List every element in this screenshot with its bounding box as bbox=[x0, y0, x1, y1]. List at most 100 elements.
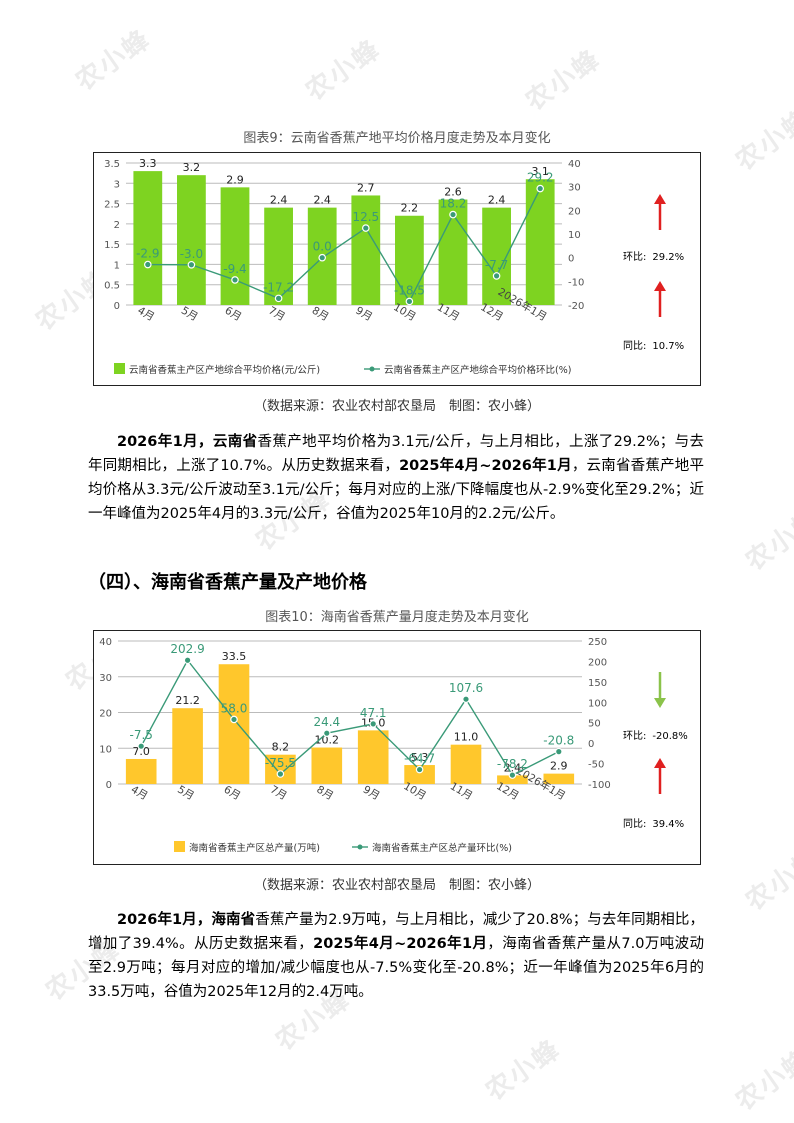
y-left-tick: 3 bbox=[114, 179, 120, 190]
line-point bbox=[187, 260, 196, 269]
watermark-text: 农小蜂 bbox=[740, 504, 794, 577]
line-point bbox=[318, 253, 327, 262]
line-label: 18.2 bbox=[440, 197, 467, 211]
bar-label: 2.4 bbox=[313, 194, 331, 207]
line-label: 0.0 bbox=[313, 240, 332, 254]
bar bbox=[220, 187, 250, 305]
arrow-up-icon bbox=[654, 281, 666, 317]
y-right-tick: 30 bbox=[568, 183, 581, 194]
bar bbox=[395, 215, 424, 305]
bar bbox=[525, 179, 555, 305]
line-label: -9.4 bbox=[223, 262, 246, 276]
line-label: -75.5 bbox=[265, 756, 296, 770]
bar-label: 5.3 bbox=[411, 751, 429, 764]
y-right-tick: 20 bbox=[568, 206, 581, 217]
line-label: 58.0 bbox=[221, 701, 248, 715]
x-tick-label: 4月 bbox=[129, 784, 150, 803]
bar bbox=[311, 747, 343, 784]
line-point bbox=[462, 695, 470, 703]
x-tick-label: 4月 bbox=[135, 305, 156, 324]
chart1-mom: 环比: 29.2% bbox=[623, 252, 685, 263]
line-point bbox=[276, 770, 285, 778]
y-left-tick: 0.5 bbox=[104, 281, 120, 292]
y-left-tick: 10 bbox=[99, 744, 112, 755]
chart2-title: 图表10：海南省香蕉产量月度走势及本月变化 bbox=[265, 610, 529, 625]
bar bbox=[218, 664, 250, 784]
line-point bbox=[536, 184, 545, 193]
line-point bbox=[415, 765, 424, 774]
series-line bbox=[140, 658, 560, 777]
chart1-yoy: 同比: 10.7% bbox=[623, 341, 685, 352]
line-label: -18.5 bbox=[394, 283, 425, 297]
bar-label: 2.4 bbox=[504, 761, 522, 774]
y-left-tick: 40 bbox=[99, 637, 112, 648]
y-right-tick: 0 bbox=[588, 739, 594, 750]
line-point bbox=[323, 729, 331, 737]
bar bbox=[404, 765, 435, 784]
legend-line-label: 海南省香蕉主产区总产量环比(%) bbox=[372, 842, 512, 854]
x-tick-label: 9月 bbox=[353, 305, 374, 324]
line-label: 107.6 bbox=[449, 681, 483, 695]
legend-bar-label: 海南省香蕉主产区总产量(万吨) bbox=[189, 842, 320, 854]
arrow-up-icon bbox=[654, 194, 666, 230]
line-label: -20.8 bbox=[543, 734, 574, 748]
watermark-text: 农小蜂 bbox=[300, 34, 387, 107]
line-point bbox=[231, 276, 239, 284]
line-label: 202.9 bbox=[170, 642, 204, 656]
y-left-tick: 1.5 bbox=[104, 240, 120, 251]
line-point bbox=[369, 720, 378, 728]
bar bbox=[177, 175, 206, 305]
bar bbox=[497, 775, 528, 784]
y-right-tick: -100 bbox=[588, 780, 611, 791]
bar-label: 7.0 bbox=[132, 745, 150, 758]
y-right-tick: -50 bbox=[588, 760, 604, 771]
line-label: 24.4 bbox=[313, 715, 340, 729]
bar-label: 33.5 bbox=[222, 650, 247, 663]
paragraph-hainan: 2026年1月，海南省香蕉产量为2.9万吨，与上月相比，减少了20.8%；与去年… bbox=[88, 912, 705, 1000]
bar-label: 2.9 bbox=[550, 760, 568, 773]
chart1-svg: 0 0.5 1 1.5 2 2.5 3 3.5 -20 -10 0 10 20 30 40 3.3 4月 3.2 5… bbox=[104, 157, 584, 376]
y-right-tick: 50 bbox=[588, 719, 601, 730]
x-tick-label: 9月 bbox=[361, 784, 382, 803]
watermark-text: 农小蜂 bbox=[70, 24, 157, 97]
bar-label: 10.2 bbox=[315, 734, 340, 747]
bar-label: 2.7 bbox=[357, 181, 375, 194]
arrow-up-icon bbox=[654, 758, 666, 794]
bar-label: 3.3 bbox=[139, 157, 157, 170]
bar-label: 2.2 bbox=[401, 202, 419, 215]
line-label: 29.2 bbox=[527, 171, 554, 185]
line-point bbox=[183, 656, 192, 665]
chart1-title: 图表9：云南省香蕉产地平均价格月度走势及本月变化 bbox=[243, 131, 551, 146]
line-label: -7.5 bbox=[129, 728, 152, 742]
line-point bbox=[508, 771, 517, 779]
x-tick-label: 5月 bbox=[179, 305, 200, 324]
y-right-tick: 200 bbox=[588, 657, 607, 668]
legend-bar-swatch bbox=[174, 841, 185, 852]
chart2-source: （数据来源：农业农村部农垦局 制图：农小蜂） bbox=[253, 878, 540, 893]
line-point bbox=[143, 260, 152, 269]
y-left-tick: 3.5 bbox=[104, 159, 120, 170]
paragraph-yunnan: 2026年1月，云南省香蕉产地平均价格为3.1元/公斤，与上月相比，上涨了29.… bbox=[88, 434, 705, 522]
line-point bbox=[449, 210, 457, 219]
y-left-tick: 1 bbox=[114, 260, 120, 271]
y-left-tick: 0 bbox=[106, 780, 112, 791]
bar-label: 21.2 bbox=[175, 694, 200, 707]
legend-line-dot bbox=[369, 366, 375, 372]
bar bbox=[133, 171, 163, 305]
chart2-svg: 0 10 20 30 40 -100 -50 0 50 100 150 200 250 7.0 4月 21.2… bbox=[99, 637, 611, 854]
line-point bbox=[137, 742, 146, 751]
bar bbox=[125, 758, 157, 784]
chart1-source: （数据来源：农业农村部农垦局 制图：农小蜂） bbox=[253, 399, 540, 414]
chart2-yoy: 同比: 39.4% bbox=[623, 819, 685, 830]
line-label: -78.2 bbox=[497, 757, 528, 771]
bar-label: 11.0 bbox=[454, 731, 479, 744]
x-tick-label: 7月 bbox=[268, 784, 289, 803]
legend-bar-label: 云南省香蕉主产区产地综合平均价格(元/公斤) bbox=[129, 364, 320, 376]
watermark-text: 农小蜂 bbox=[730, 1044, 794, 1117]
y-right-tick: -10 bbox=[568, 277, 584, 288]
bar bbox=[357, 730, 389, 784]
bar bbox=[265, 754, 296, 784]
chart2-mom: 环比: -20.8% bbox=[623, 731, 688, 742]
watermark-text: 农小蜂 bbox=[480, 1034, 567, 1107]
bar bbox=[450, 744, 482, 784]
